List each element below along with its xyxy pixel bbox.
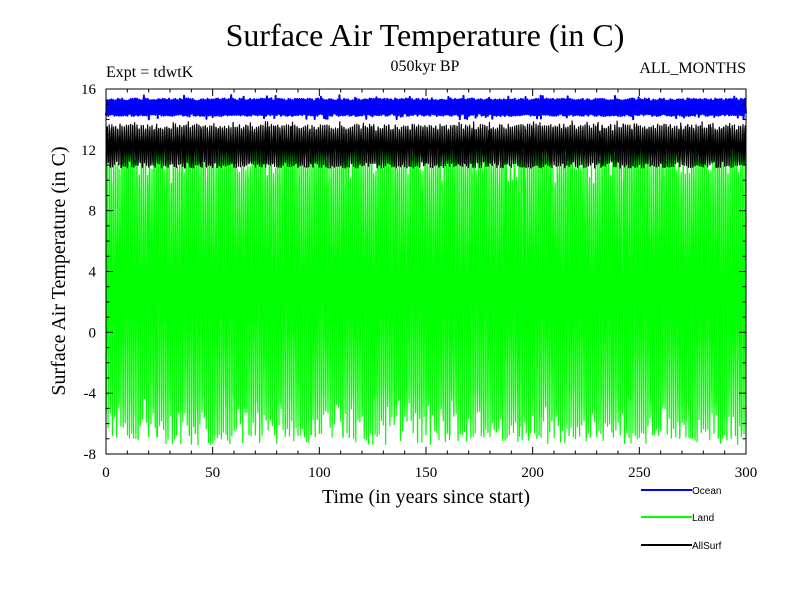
series-ocean [105, 94, 747, 121]
y-axis-label: Surface Air Temperature (in C) [48, 146, 70, 395]
series-allsurf [105, 120, 747, 169]
y-tick-label: -8 [84, 447, 97, 463]
legend: Ocean Land AllSurf [641, 486, 722, 552]
legend-label-allsurf: AllSurf [692, 541, 722, 552]
y-tick-label: 8 [89, 204, 97, 220]
x-tick-label: 50 [205, 465, 220, 481]
series-layer [105, 94, 747, 446]
x-tick-label: 250 [628, 465, 651, 481]
y-tick-label: 4 [89, 265, 97, 281]
y-tick-label: 0 [89, 325, 97, 341]
y-tick-label: 12 [81, 143, 96, 159]
x-axis-label: Time (in years since start) [322, 486, 530, 508]
x-tick-label: 200 [521, 465, 544, 481]
legend-item-ocean: Ocean [641, 486, 721, 497]
series-land [105, 135, 747, 446]
period-subtitle: 050kyr BP [391, 58, 460, 75]
x-tick-label: 150 [415, 465, 438, 481]
legend-label-land: Land [692, 513, 714, 524]
legend-item-land: Land [641, 513, 714, 524]
x-tick-label: 300 [735, 465, 758, 481]
x-tick-label: 0 [102, 465, 110, 481]
chart-title: Surface Air Temperature (in C) [226, 17, 625, 53]
legend-item-allsurf: AllSurf [641, 541, 722, 552]
months-label: ALL_MONTHS [639, 60, 746, 77]
legend-label-ocean: Ocean [692, 486, 721, 497]
y-tick-label: 16 [81, 82, 97, 98]
experiment-label: Expt = tdwtK [106, 64, 194, 81]
x-tick-label: 100 [308, 465, 331, 481]
y-tick-label: -4 [84, 386, 97, 402]
tick-layer: 0 50 100 150 200 250 300 -8 -4 0 4 8 12 16 [81, 82, 757, 481]
